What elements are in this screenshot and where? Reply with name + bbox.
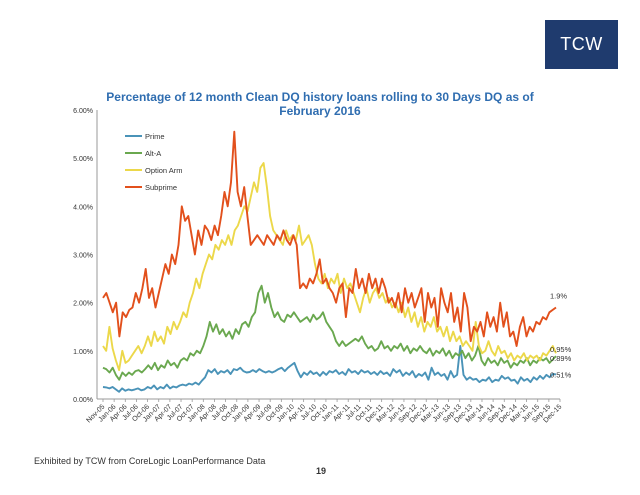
end-labels: 0.51% 0.89%0.95% 1.9%	[550, 291, 572, 379]
end-label-option-arm: 0.95%	[550, 345, 572, 354]
y-tick-label: 5.00%	[73, 156, 93, 163]
y-tick-label: 3.00%	[73, 253, 93, 260]
chart-legend: Prime Alt-A Option Arm Subprime	[125, 132, 183, 192]
legend-label: Subprime	[145, 183, 177, 192]
y-tick-label: 4.00%	[73, 204, 93, 211]
y-tick-label: 0.00%	[73, 397, 93, 404]
x-axis-ticks: Nov-05Jan-06Apr-06Jul-06Oct-06Jan-07Apr-…	[85, 399, 563, 424]
end-label-subprime: 1.9%	[550, 291, 567, 300]
series-line-alt-a	[102, 284, 557, 381]
y-tick-label: 6.00%	[73, 108, 93, 115]
legend-label: Prime	[145, 132, 165, 141]
series-line-subprime	[102, 130, 557, 347]
series-lines	[102, 130, 557, 393]
y-tick-label: 2.00%	[73, 301, 93, 308]
page-number: 19	[316, 466, 327, 476]
series-line-option-arm	[102, 162, 557, 372]
y-tick-label: 1.00%	[73, 349, 93, 356]
legend-label: Alt-A	[145, 149, 161, 158]
series-line-prime	[102, 345, 557, 393]
chart-title: Percentage of 12 month Clean DQ history …	[106, 90, 534, 118]
logo-text: TCW	[560, 34, 603, 54]
chart-axes	[96, 110, 560, 400]
tcw-logo: TCW	[545, 20, 618, 69]
end-label-alt-a: 0.89%	[550, 354, 572, 363]
source-note: Exhibited by TCW from CoreLogic LoanPerf…	[34, 456, 266, 466]
end-label-prime: 0.51%	[550, 370, 572, 379]
y-axis-ticks: 0.00% 1.00% 2.00% 3.00% 4.00% 5.00% 6.00%	[73, 108, 93, 404]
legend-label: Option Arm	[145, 166, 183, 175]
